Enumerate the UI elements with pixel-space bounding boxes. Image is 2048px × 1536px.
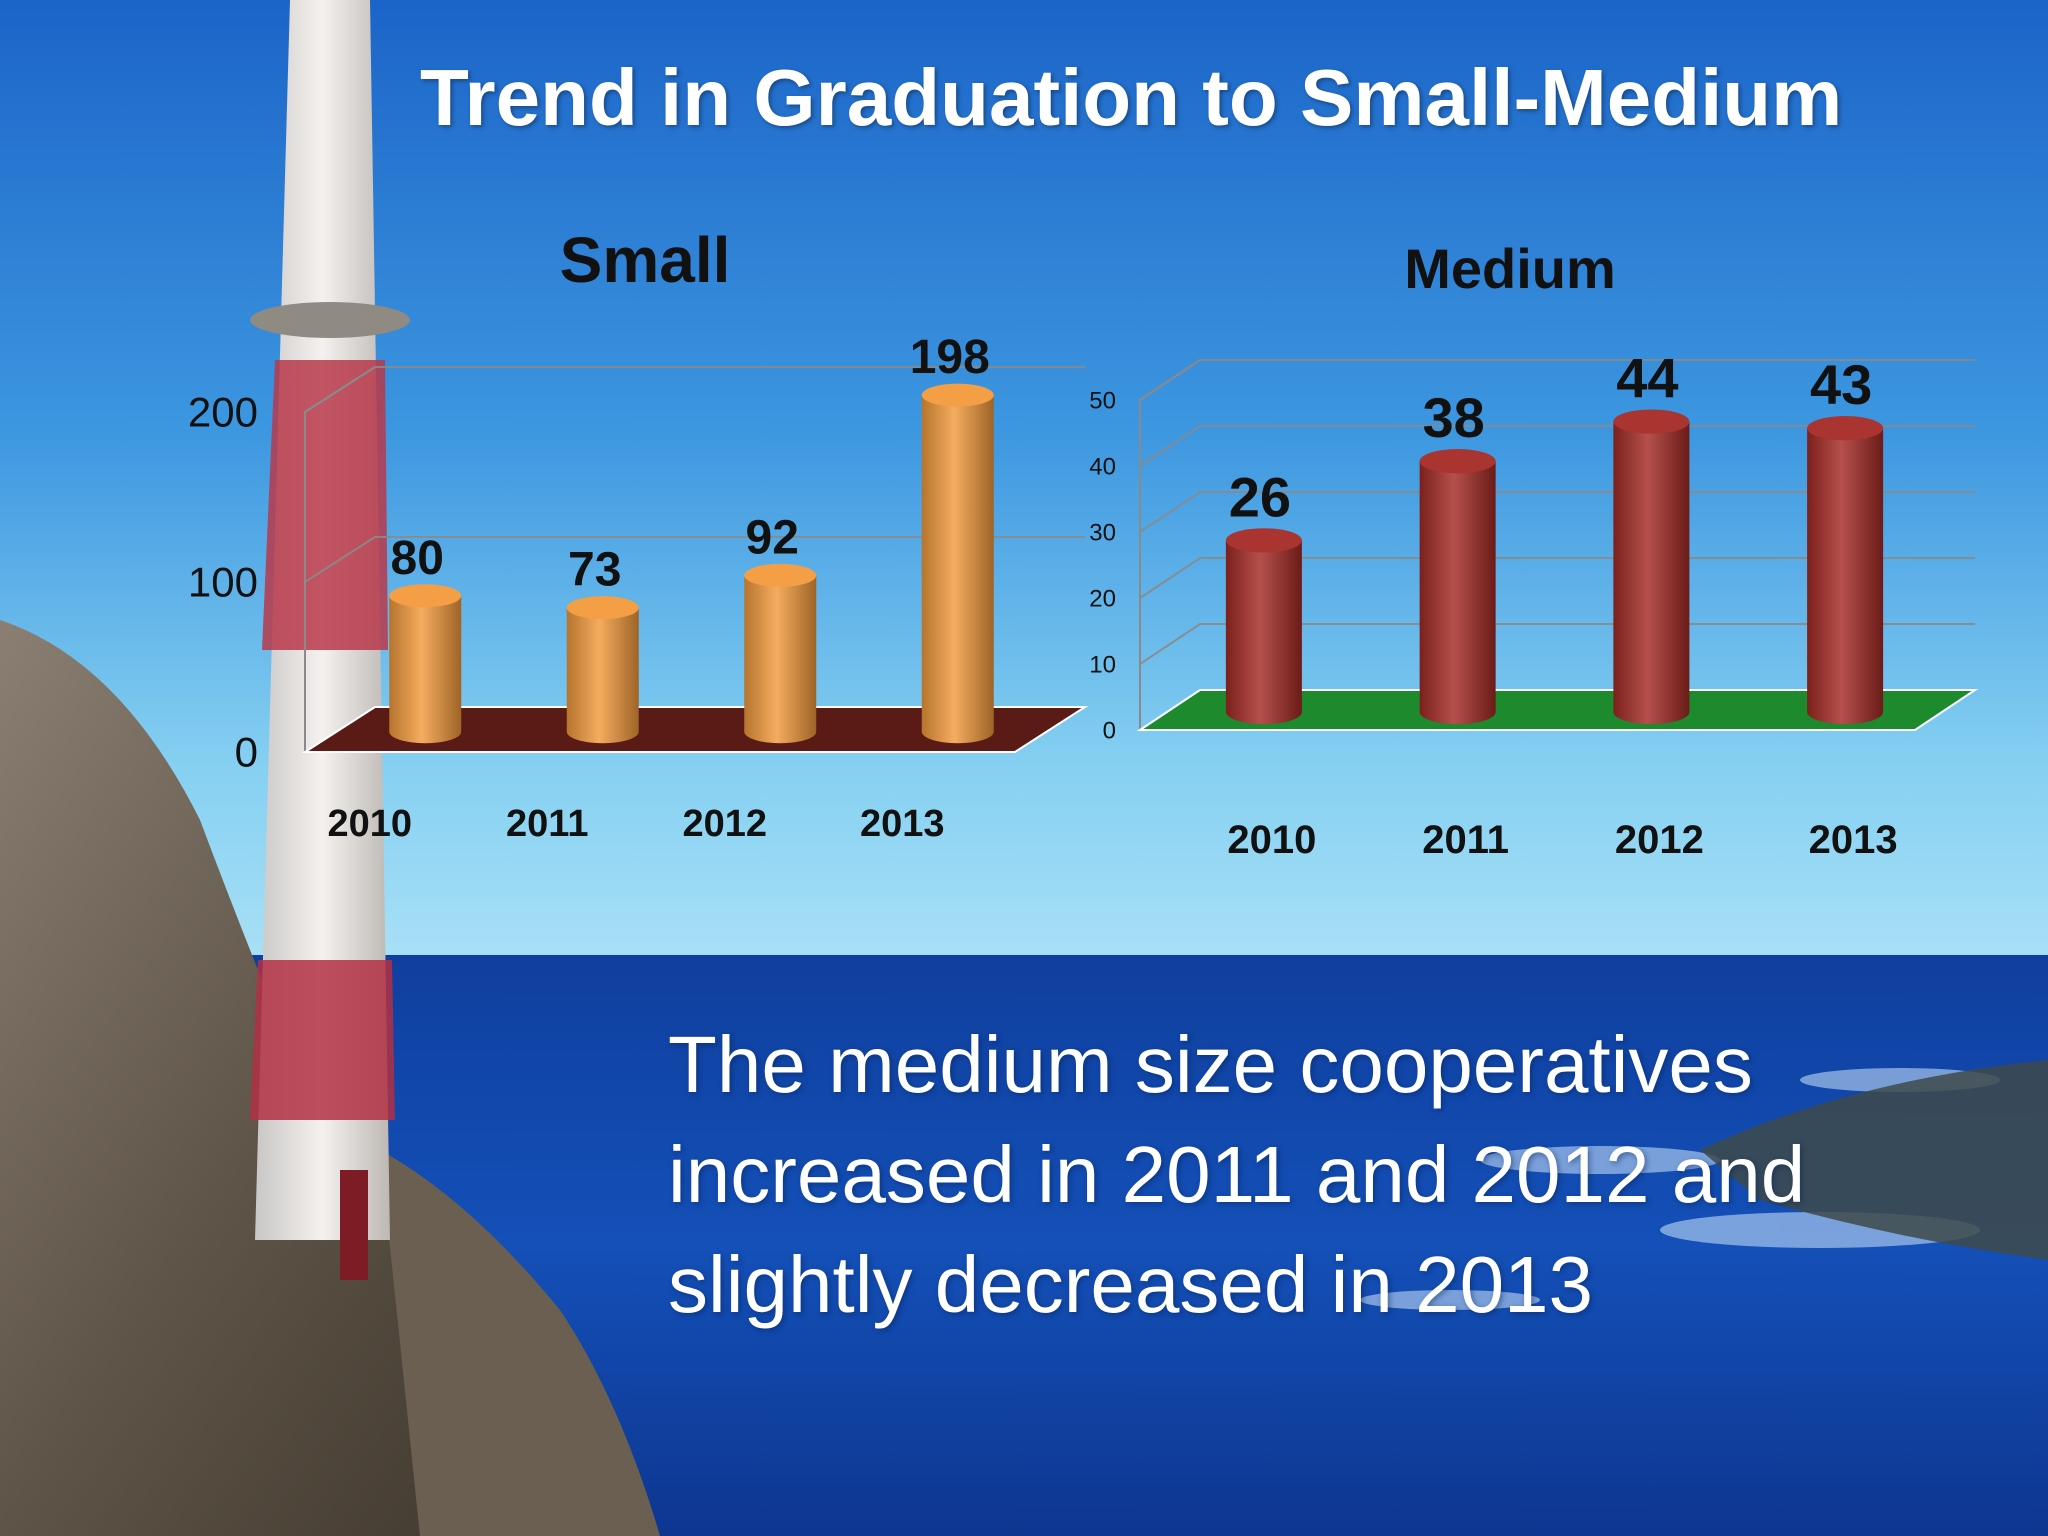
y-tick-label: 30 — [1089, 519, 1116, 546]
chart-title: Medium — [1404, 237, 1616, 300]
y-tick-label: 10 — [1089, 651, 1116, 678]
gridline — [1139, 557, 1975, 599]
x-tick-label: 2010 — [327, 803, 412, 845]
lighthouse — [250, 0, 410, 1280]
chart-floor — [1136, 689, 1979, 731]
data-label: 80 — [391, 532, 444, 585]
y-tick-label: 40 — [1089, 453, 1116, 480]
x-tick-label: 2012 — [682, 803, 767, 845]
y-tick-label: 0 — [1103, 717, 1116, 744]
y-tick-label: 50 — [1089, 387, 1116, 414]
x-tick-label: 2011 — [1422, 818, 1509, 862]
x-tick-label: 2011 — [506, 803, 588, 845]
data-label: 43 — [1810, 353, 1872, 416]
distant-rocks — [1700, 1060, 2048, 1260]
bar — [1807, 416, 1884, 725]
data-label: 26 — [1229, 465, 1291, 528]
gridline — [1139, 623, 1975, 665]
x-tick-label: 2010 — [1227, 818, 1316, 862]
data-label: 198 — [910, 331, 990, 384]
chart-title: Small — [560, 224, 731, 296]
bar — [1225, 528, 1302, 725]
bar — [921, 383, 994, 744]
x-tick-label: 2012 — [1615, 818, 1704, 862]
x-tick-label: 2013 — [1809, 818, 1898, 862]
y-tick-label: 100 — [188, 559, 258, 606]
data-label: 73 — [568, 544, 621, 597]
bar — [1613, 409, 1690, 725]
y-tick-label: 0 — [235, 729, 258, 776]
bar — [1419, 449, 1496, 725]
y-tick-label: 20 — [1089, 585, 1116, 612]
bar — [389, 584, 462, 744]
chart-floor — [301, 706, 1089, 753]
gridline — [304, 536, 1085, 583]
axis-wall — [1139, 359, 1201, 730]
bar — [744, 563, 817, 744]
data-label: 38 — [1422, 386, 1484, 449]
data-label: 44 — [1616, 347, 1678, 410]
gridline — [1139, 491, 1975, 533]
slide-caption: The medium size cooperatives increased i… — [668, 1020, 1806, 1329]
gridline — [1139, 425, 1975, 467]
y-tick-label: 200 — [188, 389, 258, 436]
data-label: 92 — [746, 511, 799, 564]
slide-title: Trend in Graduation to Small-Medium — [420, 53, 1843, 142]
x-tick-label: 2013 — [860, 803, 945, 845]
cliff-rocks — [0, 620, 660, 1536]
bar — [566, 596, 639, 744]
axis-wall — [304, 366, 376, 752]
